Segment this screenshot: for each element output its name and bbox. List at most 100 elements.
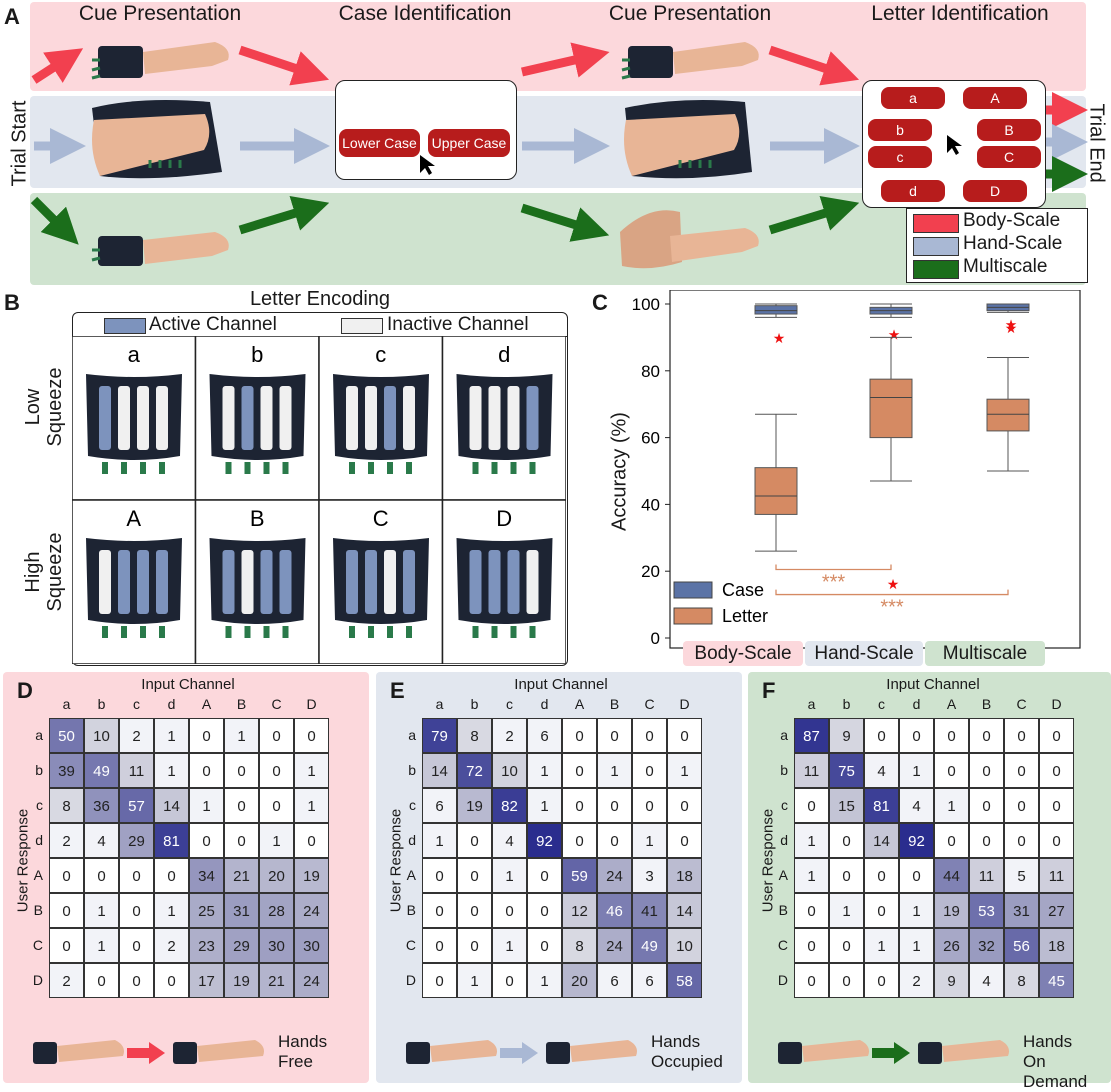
panel-a-label: A — [4, 4, 20, 29]
case-identification-title: Case Identification — [338, 2, 512, 25]
matrix-cell: 8 — [49, 788, 84, 823]
matrix-cell: 29 — [119, 823, 154, 858]
col-header: a — [435, 696, 444, 712]
high-squeeze-text: High Squeeze — [22, 532, 66, 612]
inactive-channel-label: Inactive Channel — [387, 314, 529, 335]
channel-strip — [469, 550, 482, 614]
category-hand-scale: Hand-Scale — [805, 641, 923, 666]
matrix-cell: 20 — [259, 858, 294, 893]
matrix-cell: 0 — [189, 823, 224, 858]
encoding-letter-D: D — [496, 506, 512, 531]
footer-line: Hands — [1023, 1032, 1073, 1051]
lower-case-button[interactable]: Lower Case — [339, 129, 420, 157]
hand-icon — [942, 1040, 1009, 1062]
tube-icon — [510, 626, 517, 638]
col-header: b — [97, 696, 106, 712]
matrix-cell: 1 — [597, 753, 632, 788]
letter-button-c[interactable]: c — [868, 146, 932, 168]
row-header: D — [405, 972, 416, 988]
encoding-letter-d: d — [498, 342, 510, 367]
encoding-cell-b: b — [194, 336, 320, 501]
matrix-cell: 75 — [829, 753, 864, 788]
matrix-cell: 10 — [84, 718, 119, 753]
tube-icon — [159, 462, 165, 474]
matrix-cell: 0 — [562, 823, 597, 858]
letter-button-a[interactable]: a — [881, 87, 945, 109]
matrix-cell: 0 — [189, 718, 224, 753]
matrix-cell: 30 — [294, 928, 329, 963]
matrix-cell: 36 — [84, 788, 119, 823]
tube-icon — [387, 462, 393, 474]
letter-button-b[interactable]: b — [868, 119, 932, 141]
tube-icon — [387, 626, 393, 638]
matrix-cell: 0 — [632, 753, 667, 788]
matrix-cell: 1 — [899, 928, 934, 963]
letter-button-A[interactable]: A — [963, 87, 1027, 109]
col-header: c — [878, 696, 885, 712]
channel-strip — [118, 386, 130, 450]
channel-strip — [156, 550, 168, 614]
matrix-cell: 6 — [632, 963, 667, 998]
matrix-cell: 20 — [562, 963, 597, 998]
channel-strip — [222, 550, 235, 614]
matrix-cell: 12 — [562, 893, 597, 928]
outlier-star: ★ — [1005, 317, 1018, 333]
matrix-cell: 0 — [119, 963, 154, 998]
matrix-cell: 0 — [457, 928, 492, 963]
svg-text:Case: Case — [722, 580, 764, 600]
matrix-cell: 39 — [49, 753, 84, 788]
matrix-cell: 82 — [492, 788, 527, 823]
wristband-icon — [406, 1042, 430, 1064]
tube-icon — [140, 626, 146, 638]
matrix-cell: 0 — [934, 753, 969, 788]
encoding-letter-A: A — [126, 506, 141, 531]
tube-icon — [282, 626, 289, 638]
matrix-cell: 0 — [899, 718, 934, 753]
letter-button-B[interactable]: B — [977, 119, 1041, 141]
tube-icon — [121, 462, 127, 474]
matrix-cell: 24 — [294, 893, 329, 928]
tube-icon — [406, 462, 412, 474]
matrix-cell: 0 — [667, 788, 702, 823]
encoding-letter-B: B — [250, 506, 265, 531]
inactive-channel-swatch — [341, 318, 383, 334]
footer-line: Free — [278, 1052, 313, 1071]
matrix-cell: 81 — [864, 788, 899, 823]
letter-button-D[interactable]: D — [963, 180, 1027, 202]
matrix-cell: 0 — [794, 788, 829, 823]
outlier-star: ★ — [887, 576, 900, 592]
category-multiscale: Multiscale — [925, 641, 1045, 666]
row-header: c — [781, 797, 788, 813]
matrix-cell: 1 — [84, 928, 119, 963]
input-channel-label: Input Channel — [141, 676, 235, 693]
tube-icon — [491, 462, 498, 474]
col-header: c — [133, 696, 140, 712]
upper-case-button[interactable]: Upper Case — [428, 129, 510, 157]
col-header: A — [201, 696, 212, 712]
matrix-cell: 2 — [49, 823, 84, 858]
row-header: C — [32, 937, 43, 953]
user-response-label: User Response — [14, 808, 32, 913]
matrix-cell: 28 — [259, 893, 294, 928]
y-tick-label: 60 — [641, 429, 660, 448]
footer-line: Hands — [278, 1032, 328, 1051]
matrix-cell: 49 — [632, 928, 667, 963]
matrix-cell: 72 — [457, 753, 492, 788]
row-header: A — [406, 867, 416, 883]
tube-icon — [472, 462, 479, 474]
matrix-cell: 2 — [154, 928, 189, 963]
tube-icon — [368, 626, 374, 638]
matrix-cell: 0 — [829, 928, 864, 963]
matrix-cell: 0 — [1039, 753, 1074, 788]
channel-strip — [526, 550, 539, 614]
matrix-cell: 19 — [224, 963, 259, 998]
letter-button-C[interactable]: C — [977, 146, 1041, 168]
letter-button-d[interactable]: d — [881, 180, 945, 202]
matrix-cell: 0 — [1039, 718, 1074, 753]
matrix-cell: 0 — [119, 928, 154, 963]
matrix-cell: 24 — [294, 963, 329, 998]
col-header: C — [1016, 696, 1027, 712]
footer-line: On Demand — [1023, 1052, 1088, 1091]
matrix-cell: 0 — [864, 893, 899, 928]
col-header: B — [236, 696, 247, 712]
